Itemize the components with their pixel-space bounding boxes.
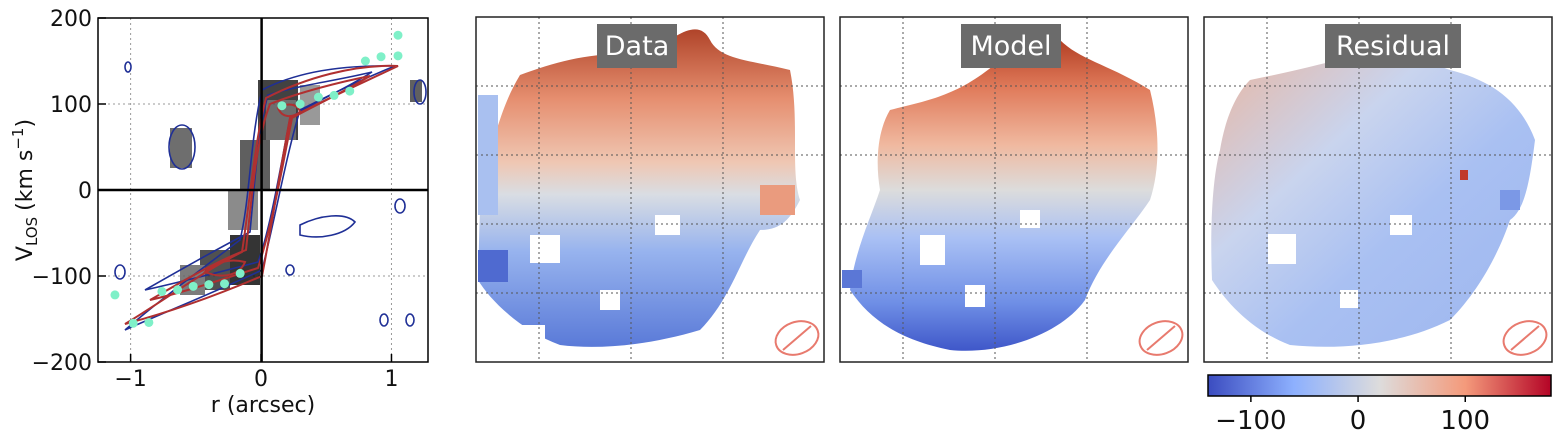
pv-x-tick-label: 1 [384,367,398,392]
pv-points [110,30,403,328]
pv-point [329,90,339,100]
pv-point [220,279,230,289]
pv-point [235,268,245,278]
residual-label-box [1325,24,1461,68]
pv-point [173,285,183,295]
colorbar-ticks: −100 0 100 [1215,396,1490,436]
pv-point [157,286,167,296]
residual-grid [1204,17,1552,362]
data-label-box [597,24,677,68]
model-grid [840,17,1188,362]
pv-ylabel-sub: LOS [23,217,41,246]
pv-ylabel-main: V [13,246,38,261]
pv-point [393,30,403,40]
pv-y-tick-label: −100 [32,265,92,290]
pv-point [110,290,120,300]
velocity-map-model-panel: Model [839,16,1189,363]
data-frame [475,16,825,363]
beam-icon [1138,320,1184,356]
pv-xlabel: r (arcsec) [211,393,315,418]
pv-ylabel-exp: −1 [9,128,27,150]
pv-emission-map [170,80,422,295]
model-label-box [961,24,1061,68]
velocity-map-residual-panel: Residual [1203,16,1553,363]
residual-velocity-map [1211,47,1535,347]
pv-y-tick-label: 0 [78,179,92,204]
velocity-map-data-panel: Data [475,16,825,363]
pv-point [345,86,355,96]
pv-ylabel-units: (km s [13,150,38,211]
pv-y-tick-label: 200 [50,7,92,32]
colorbar-tick-label: −100 [1215,406,1286,436]
model-velocity-map [842,29,1158,351]
pv-diagram-panel: −1 0 1 −200 −100 0 100 200 r (arcsec) VLOS (km s… [9,7,429,418]
pv-point [188,281,198,291]
pv-x-tick-label: −1 [114,367,146,392]
pv-ticks: −1 0 1 −200 −100 0 100 200 [32,7,399,392]
pv-y-tick-label: 100 [50,93,92,118]
pv-point [277,101,287,111]
data-velocity-map [478,29,800,355]
pv-point [295,99,305,109]
residual-frame [1203,16,1553,363]
pv-x-tick-label: 0 [254,367,268,392]
colorbar: −100 0 100 [1207,374,1552,436]
pv-y-tick-label: −200 [32,351,92,376]
model-label: Model [970,31,1051,62]
data-label: Data [605,31,669,62]
beam-icon [1502,320,1548,356]
pv-point [360,56,370,66]
colorbar-tick-label: 0 [1350,406,1367,436]
pv-point [144,317,154,327]
pv-point [128,318,138,328]
pv-point [393,51,403,61]
residual-label: Residual [1336,31,1450,62]
pv-ylabel-close: ) [13,119,38,128]
data-grid [476,17,824,362]
pv-point [313,92,323,102]
model-frame [839,16,1189,363]
colorbar-gradient [1207,374,1552,397]
beam-icon [774,320,820,356]
pv-point [376,52,386,62]
pv-point [204,280,214,290]
colorbar-tick-label: 100 [1440,406,1490,436]
pv-ylabel: VLOS (km s−1) [9,119,41,261]
